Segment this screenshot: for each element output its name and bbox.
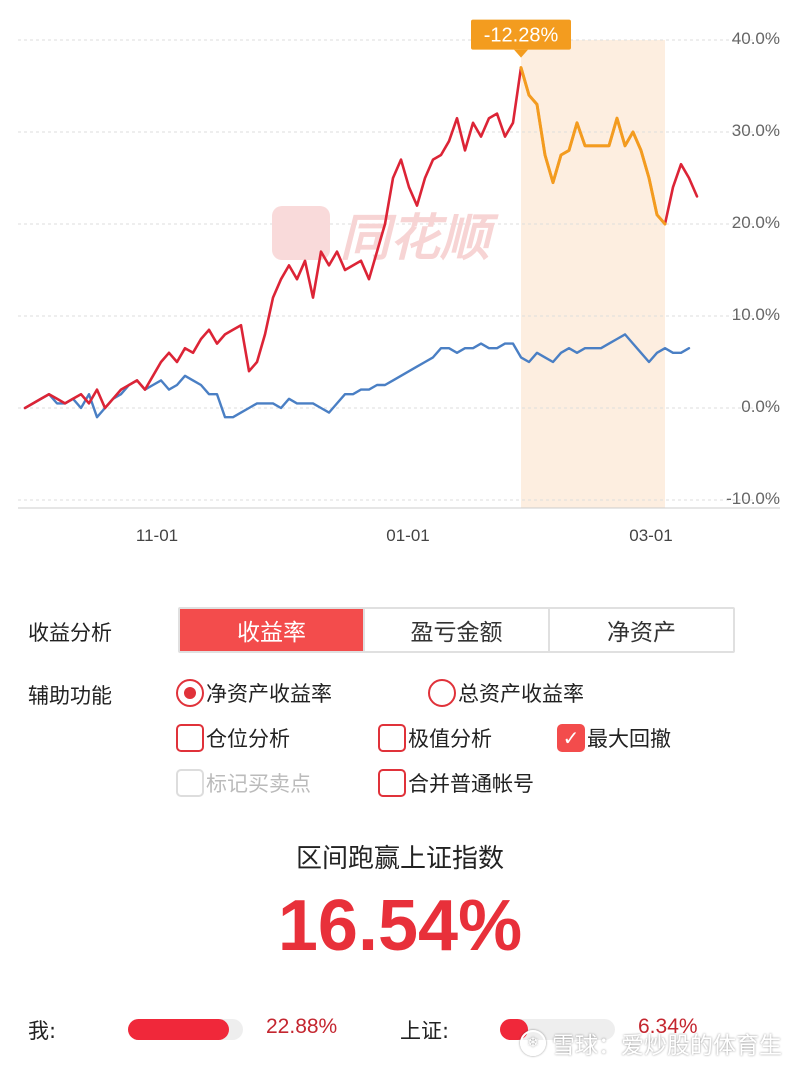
x-tick-label: 11-01 (136, 526, 178, 545)
checkbox-unchecked-icon (176, 724, 204, 752)
y-tick-label: 40.0% (732, 29, 780, 48)
y-tick-label: 10.0% (732, 305, 780, 324)
check-mark-trades: 标记买卖点 (176, 768, 311, 798)
index-label: 上证: (400, 1019, 450, 1043)
watermark-brand: 同花顺 (340, 209, 499, 267)
checkbox-unchecked-icon (378, 724, 406, 752)
checkbox-unchecked-icon (378, 769, 406, 797)
xueqiu-watermark: ❄ 雪球：爱炒股的体育生 (520, 1026, 782, 1060)
tab-profit-amount[interactable]: 盈亏金额 (363, 609, 548, 651)
y-tick-label: 0.0% (741, 397, 780, 416)
xueqiu-watermark-text: 雪球：爱炒股的体育生 (552, 1033, 782, 1059)
snowball-logo-icon: ❄ (520, 1030, 546, 1056)
my-label: 我: (28, 1019, 57, 1043)
check-max-drawdown[interactable]: ✓ 最大回撤 (557, 723, 671, 753)
drawdown-band (521, 40, 665, 508)
check-merge-accounts[interactable]: 合并普通帐号 (378, 768, 534, 798)
radio-net-asset-return[interactable]: 净资产收益率 (176, 678, 332, 708)
my-return-bar-fill (128, 1019, 230, 1040)
tab-return-rate[interactable]: 收益率 (180, 609, 363, 651)
radio-unchecked-icon (428, 679, 456, 707)
radio-total-asset-return-label: 总资产收益率 (458, 682, 584, 706)
max-drawdown-badge (471, 19, 571, 50)
check-position-analysis-label: 仓位分析 (206, 727, 290, 751)
max-drawdown-value: -12.28% (484, 25, 559, 47)
radio-total-asset-return[interactable]: 总资产收益率 (428, 678, 584, 708)
tab-net-assets[interactable]: 净资产 (548, 609, 733, 651)
y-tick-label: 30.0% (732, 121, 780, 140)
return-chart-svg: 40.0% 30.0% 20.0% 10.0% 0.0% -10.0% 11-01 01-01… (18, 19, 780, 545)
index-return-value: 6.34% (638, 1015, 698, 1038)
index-return-bar-fill (500, 1019, 528, 1040)
aux-label: 辅助功能 (28, 684, 112, 708)
check-merge-accounts-label: 合并普通帐号 (408, 772, 534, 796)
max-drawdown-badge-pointer (514, 49, 528, 58)
check-extreme-analysis[interactable]: 极值分析 (378, 723, 492, 753)
radio-net-asset-return-label: 净资产收益率 (206, 682, 332, 706)
my-return-value: 22.88% (266, 1015, 338, 1038)
radio-checked-icon (176, 679, 204, 707)
summary-title: 区间跑赢上证指数 (295, 844, 504, 874)
my-return-bar (128, 1019, 243, 1040)
return-chart[interactable]: 40.0% 30.0% 20.0% 10.0% 0.0% -10.0% 11-01 01-01… (0, 0, 800, 560)
check-position-analysis[interactable]: 仓位分析 (176, 723, 290, 753)
y-tick-label: 20.0% (732, 213, 780, 232)
check-extreme-analysis-label: 极值分析 (408, 727, 492, 751)
checkbox-disabled-icon (176, 769, 204, 797)
x-tick-label: 03-01 (629, 526, 672, 545)
check-max-drawdown-label: 最大回撤 (587, 727, 671, 751)
x-tick-label: 01-01 (386, 526, 429, 545)
check-mark-trades-label: 标记买卖点 (206, 772, 311, 796)
y-tick-label: -10.0% (726, 489, 780, 508)
summary-value: 16.54% (277, 886, 523, 966)
checkbox-checked-icon: ✓ (557, 724, 585, 752)
drawdown-series-line (519, 66, 667, 226)
analysis-label: 收益分析 (28, 621, 112, 645)
watermark-logo-icon (272, 206, 330, 260)
analysis-tabs: 收益率 盈亏金额 净资产 (178, 607, 735, 653)
